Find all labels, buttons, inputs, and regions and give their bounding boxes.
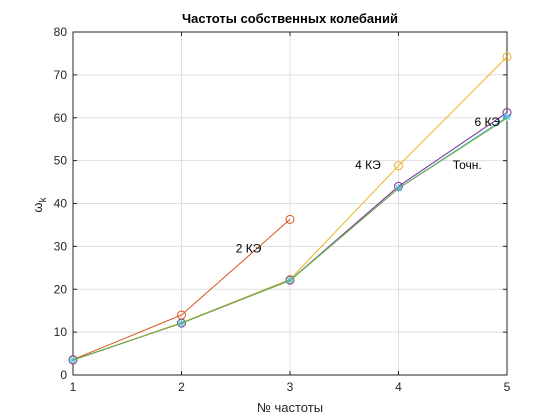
chart-title: Частоты собственных колебаний [182,11,398,26]
y-tick-label-7: 70 [54,68,68,82]
series-1-point-3 [394,161,403,171]
annotation-3: Точн. [453,158,482,172]
x-tick-label-2: 3 [287,380,294,394]
y-tick-label-0: 0 [60,368,67,382]
series-1-point-4 [502,52,512,62]
y-axis-label-symbol: ω [30,202,45,212]
annotation-0: 2 КЭ [236,242,262,256]
series-0-point-2 [285,214,295,224]
y-tick-label-6: 60 [54,111,68,125]
svg-text:ωk: ωk [30,196,49,212]
x-axis-label: № частоты [257,400,323,415]
y-tick-label-4: 40 [54,197,68,211]
y-axis-label: ωk [30,196,49,212]
annotation-1: 4 КЭ [355,158,381,172]
series-3-point-4 [503,112,511,121]
annotation-2: 6 КЭ [474,115,500,129]
x-tick-label-4: 5 [504,380,511,394]
y-tick-label-3: 30 [54,239,68,253]
y-axis-label-subscript: k [38,196,49,202]
x-tick-label-0: 1 [70,380,77,394]
series-0-line [72,219,291,361]
y-tick-label-5: 50 [54,154,68,168]
x-tick-label-3: 4 [395,380,402,394]
x-tick-label-1: 2 [178,380,185,394]
y-tick-label-2: 20 [54,282,68,296]
series-4-line [72,117,508,361]
y-tick-label-8: 80 [54,25,68,39]
y-tick-label-1: 10 [54,325,68,339]
